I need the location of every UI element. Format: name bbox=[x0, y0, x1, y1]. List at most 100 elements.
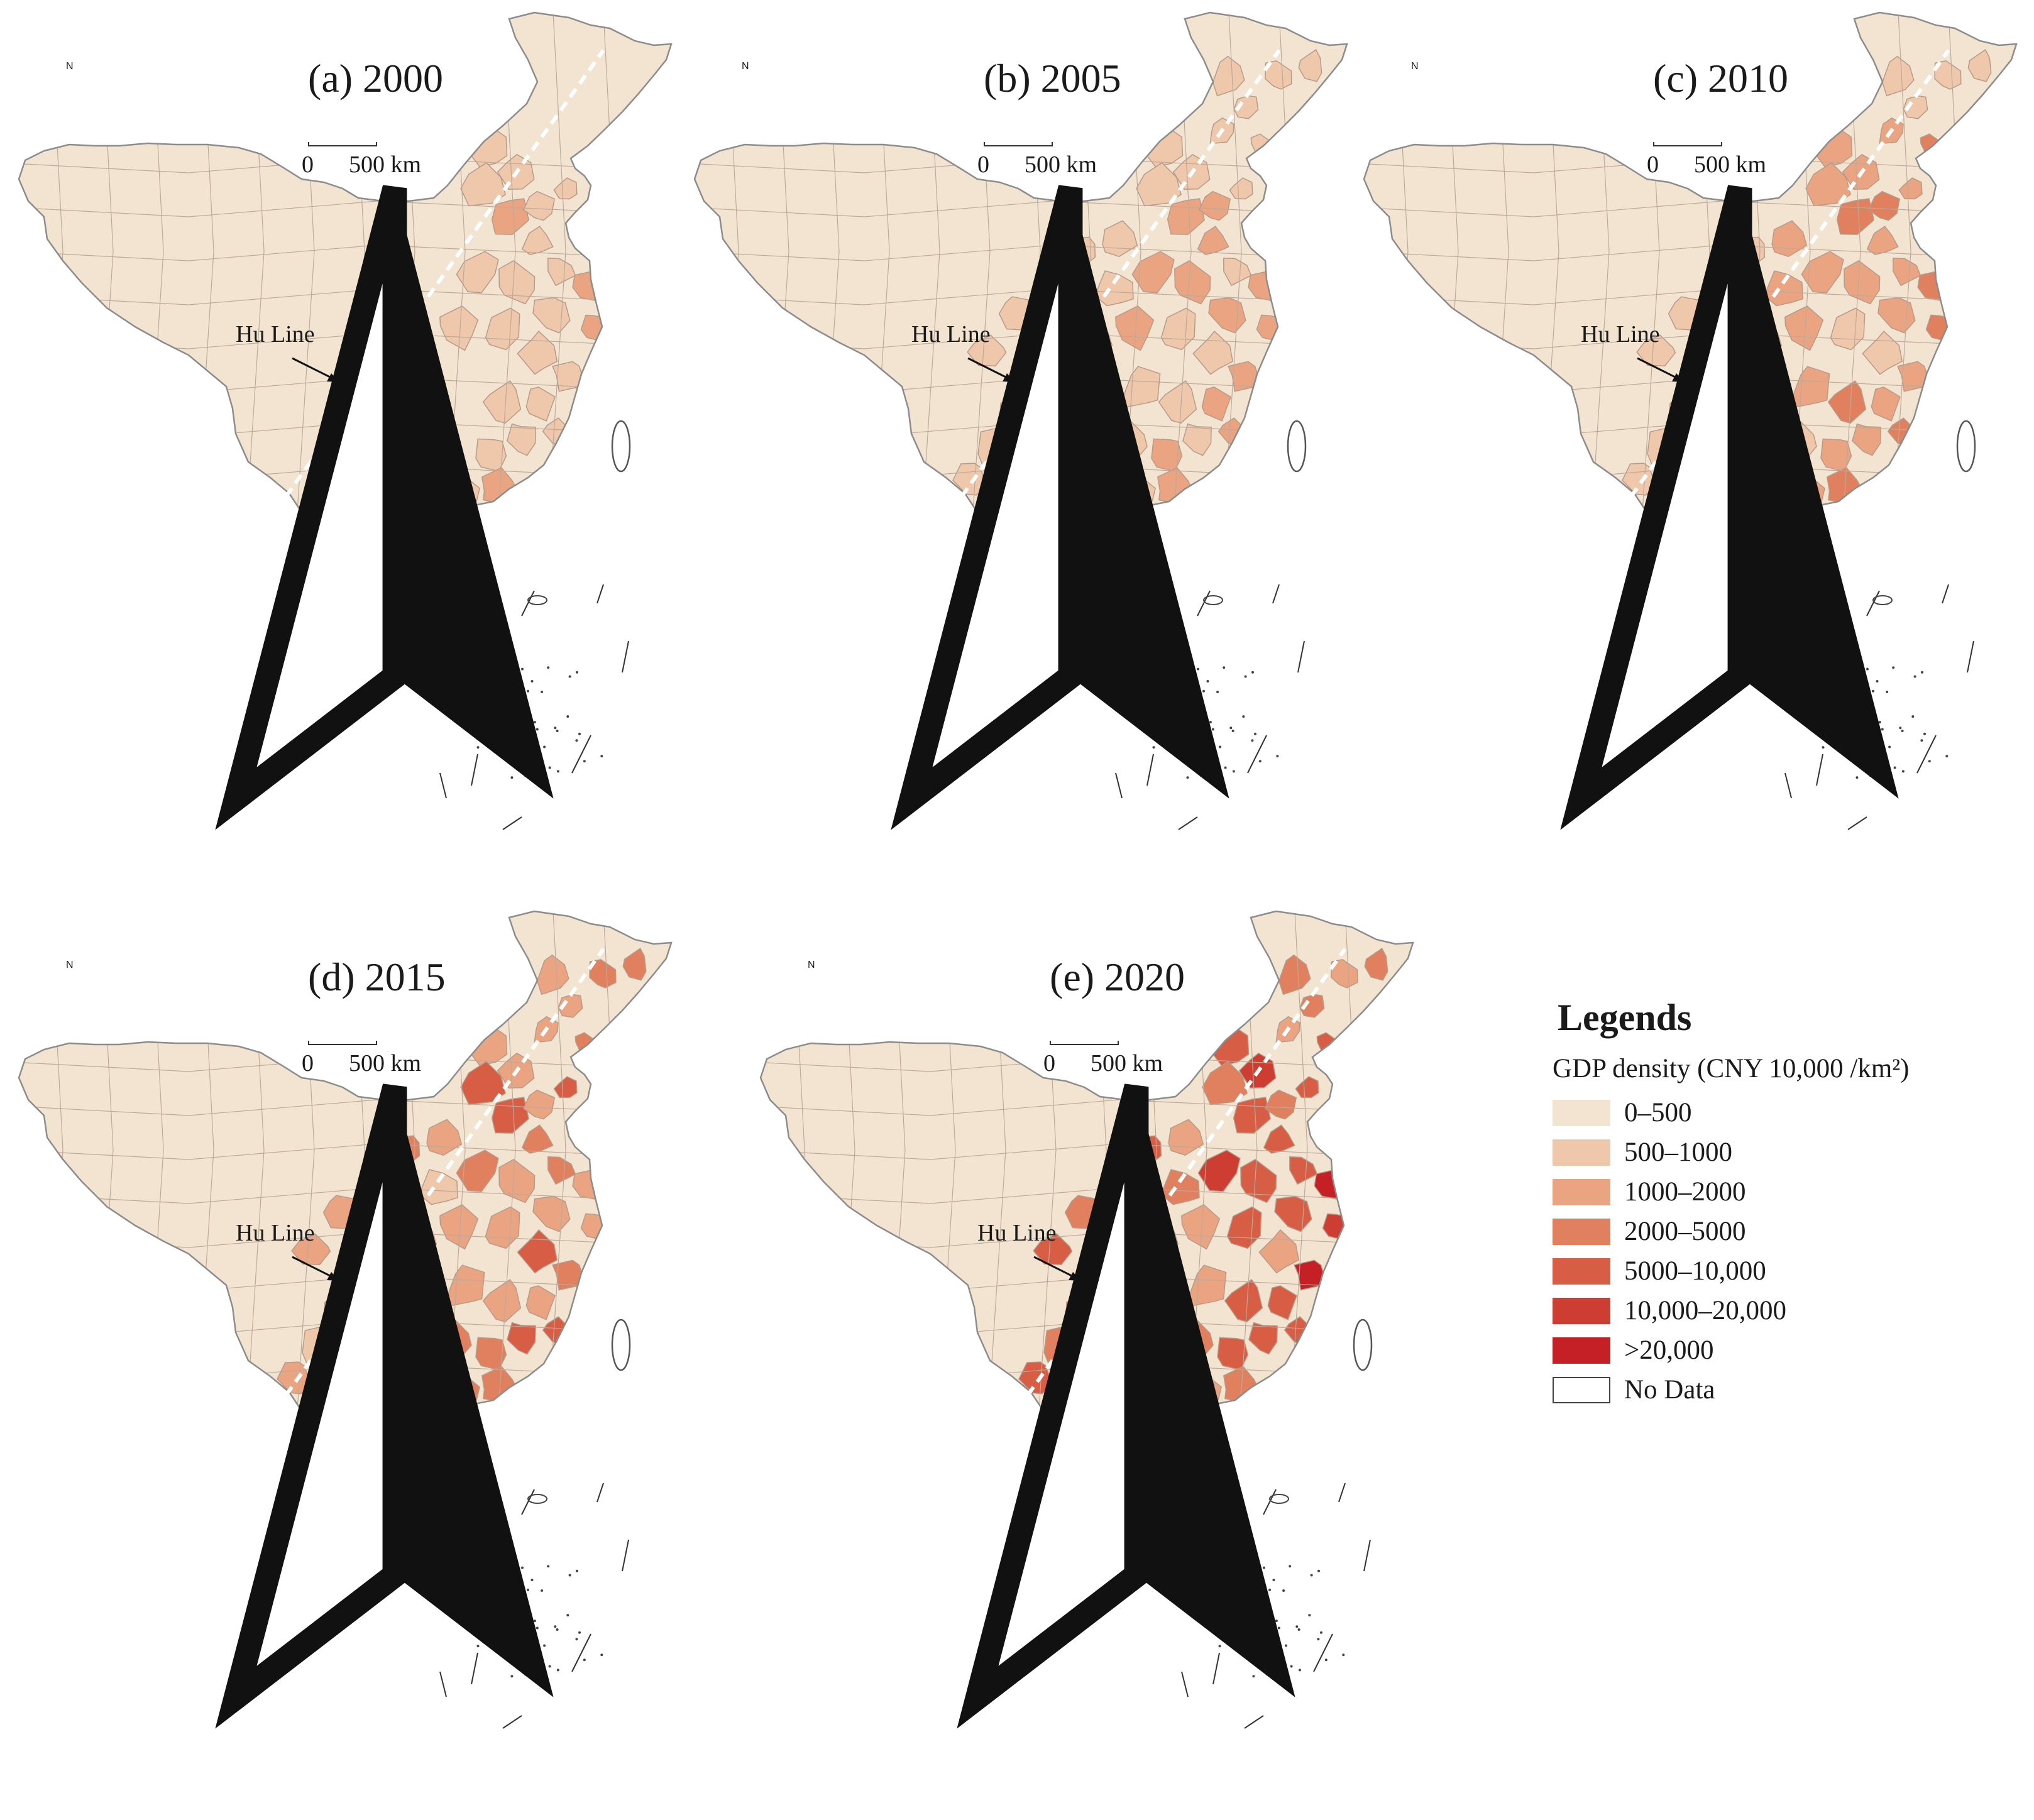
islet bbox=[510, 1675, 514, 1678]
region-cell bbox=[1827, 380, 1867, 424]
islet bbox=[1223, 666, 1226, 669]
islet bbox=[556, 770, 559, 773]
region-cell bbox=[1263, 1124, 1295, 1154]
islet bbox=[1872, 595, 1893, 605]
islet bbox=[533, 1620, 536, 1623]
islet bbox=[1186, 776, 1189, 779]
islet bbox=[1298, 1669, 1301, 1672]
legend-item: 2000–5000 bbox=[1553, 1212, 2030, 1251]
north-label: N bbox=[742, 61, 749, 72]
region-cell bbox=[1228, 361, 1262, 392]
boundary-line bbox=[761, 1143, 1358, 1160]
sea-boundary-dash bbox=[439, 1671, 447, 1697]
map-panel-2015: (d) 2015 N 0 500 km Hu Line bbox=[0, 899, 679, 1753]
sea-boundary-dash bbox=[1197, 590, 1211, 617]
region-cell bbox=[1805, 162, 1851, 207]
map-panel-2005: (b) 2005 N 0 500 km Hu Line bbox=[676, 0, 1355, 855]
region-cell bbox=[498, 1158, 536, 1203]
islet bbox=[521, 1566, 524, 1569]
boundary-line bbox=[1891, 13, 1911, 527]
islet bbox=[554, 726, 557, 730]
map-panel-2020: (e) 2020 N 0 500 km Hu Line bbox=[742, 899, 1421, 1753]
north-arrow-icon: N bbox=[797, 960, 1295, 1729]
islet bbox=[476, 1645, 480, 1648]
region-cell bbox=[547, 257, 576, 287]
legend-label: 1000–2000 bbox=[1624, 1177, 1746, 1207]
islet bbox=[1211, 728, 1214, 731]
region-cell bbox=[1198, 190, 1231, 221]
islet bbox=[1320, 1631, 1322, 1634]
sea-boundary-dash bbox=[502, 1715, 522, 1729]
sea-boundary-dash bbox=[471, 754, 478, 786]
region-cell bbox=[547, 1156, 576, 1185]
islet bbox=[1290, 1665, 1293, 1668]
legend-label: No Data bbox=[1624, 1375, 1715, 1405]
islet bbox=[536, 1626, 539, 1630]
boundary-line bbox=[19, 1143, 617, 1160]
region-cell bbox=[291, 1233, 331, 1265]
region-cell bbox=[1784, 305, 1824, 351]
region-cell bbox=[1197, 1149, 1241, 1192]
islet bbox=[1866, 667, 1869, 671]
sea-boundary-dash bbox=[502, 816, 522, 830]
taiwan-island bbox=[1287, 420, 1307, 473]
scale-bar: 0 500 km bbox=[1647, 140, 1785, 178]
islet bbox=[556, 1669, 559, 1672]
region-cell bbox=[460, 1061, 506, 1105]
region-cell bbox=[1893, 257, 1921, 287]
region-cell bbox=[1364, 948, 1388, 981]
region-cell bbox=[456, 251, 499, 293]
sea-boundary-dash bbox=[1272, 584, 1280, 604]
region-cell bbox=[1181, 1204, 1221, 1250]
boundary-line bbox=[546, 13, 566, 527]
panel-title: (e) 2020 bbox=[1050, 955, 1185, 999]
islet bbox=[541, 1589, 544, 1592]
hu-line-label: Hu Line bbox=[236, 1220, 315, 1246]
islet bbox=[1251, 671, 1254, 674]
region-cell bbox=[1192, 331, 1234, 375]
legend-swatch bbox=[1553, 1297, 1610, 1324]
sea-boundary-dash bbox=[1816, 754, 1823, 786]
region-cell bbox=[1267, 1285, 1298, 1320]
legend-label: >20,000 bbox=[1624, 1335, 1714, 1365]
panel-title: (c) 2010 bbox=[1653, 56, 1789, 101]
legend-item: 0–500 bbox=[1553, 1093, 2030, 1132]
region-cell bbox=[1298, 49, 1322, 82]
region-cell bbox=[553, 1076, 578, 1099]
legend-subtitle: GDP density (CNY 10,000 /km²) bbox=[1553, 1054, 1910, 1083]
region-cell bbox=[1224, 1279, 1263, 1323]
north-label: N bbox=[66, 61, 74, 72]
boundary-line bbox=[695, 288, 1292, 305]
islet bbox=[1203, 595, 1223, 605]
north-label: N bbox=[66, 960, 74, 970]
sea-boundary-dash bbox=[1212, 1652, 1220, 1685]
sea-boundary-dash bbox=[1263, 1489, 1277, 1515]
islet bbox=[583, 1658, 586, 1662]
sea-boundary-dash bbox=[1967, 640, 1974, 673]
boundary-line bbox=[19, 200, 617, 217]
map-legend: Legends GDP density (CNY 10,000 /km²) 0–… bbox=[1553, 996, 2030, 1410]
islet bbox=[1317, 1569, 1320, 1572]
sea-boundary-dash bbox=[1244, 1715, 1264, 1729]
islet bbox=[600, 755, 603, 758]
sea-boundary-dash bbox=[1784, 772, 1792, 799]
sea-boundary-dash bbox=[1847, 816, 1867, 830]
region-cell bbox=[1289, 1156, 1318, 1185]
legend-item: 10,000–20,000 bbox=[1553, 1291, 2030, 1330]
islet bbox=[568, 675, 571, 678]
hu-line-arrow bbox=[292, 357, 337, 381]
islet bbox=[1252, 1675, 1255, 1678]
region-cell bbox=[522, 190, 556, 221]
sea-boundary-dash bbox=[439, 772, 447, 799]
region-cell bbox=[517, 1229, 558, 1274]
sea-boundary-dash bbox=[471, 1652, 478, 1685]
region-cell bbox=[1844, 260, 1881, 305]
region-cell bbox=[1903, 95, 1928, 119]
sea-boundary-dash bbox=[1866, 590, 1880, 617]
islet bbox=[1310, 1574, 1313, 1577]
panel-title: (b) 2005 bbox=[984, 56, 1121, 101]
sea-boundary-dash bbox=[521, 590, 535, 617]
islet bbox=[476, 746, 480, 749]
islet bbox=[548, 1665, 551, 1668]
islet bbox=[566, 1614, 569, 1617]
